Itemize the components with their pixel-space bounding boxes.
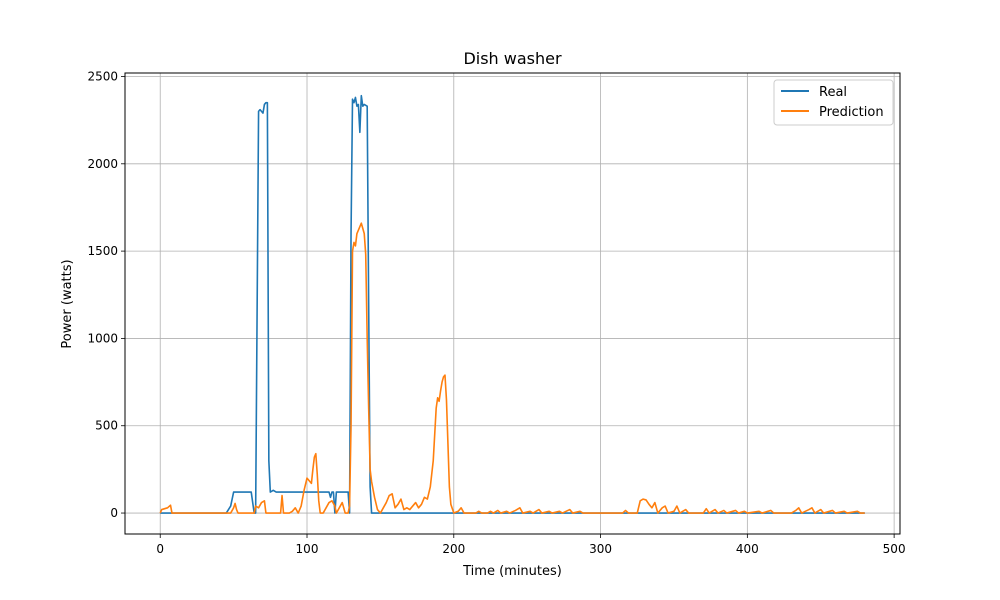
plot-frame <box>124 72 901 535</box>
y-tick-label: 2500 <box>87 69 118 83</box>
chart-title: Dish washer <box>463 49 562 68</box>
ticks: 0 100 200 300 400 500 0 500 1000 1500 2000 2500 <box>87 69 905 556</box>
y-tick-label: 2000 <box>87 157 118 171</box>
legend: Real Prediction <box>773 79 894 126</box>
x-tick-label: 500 <box>883 542 906 556</box>
x-axis-label: Time (minutes) <box>462 564 562 579</box>
series-line-real <box>160 94 865 514</box>
y-tick-label: 1500 <box>87 244 118 258</box>
x-tick-label: 300 <box>589 542 612 556</box>
y-tick-label: 500 <box>95 419 118 433</box>
legend-label-real: Real <box>819 85 847 100</box>
y-tick-label: 0 <box>110 506 118 520</box>
x-tick-label: 400 <box>736 542 759 556</box>
legend-label-prediction: Prediction <box>819 105 884 120</box>
series-layer <box>159 94 865 514</box>
x-tick-label: 200 <box>442 542 465 556</box>
x-tick-label: 100 <box>296 542 319 556</box>
x-tick-label: 0 <box>156 542 164 556</box>
y-tick-label: 1000 <box>87 331 118 345</box>
series-line-prediction <box>159 222 865 514</box>
y-axis-label: Power (watts) <box>60 259 75 348</box>
